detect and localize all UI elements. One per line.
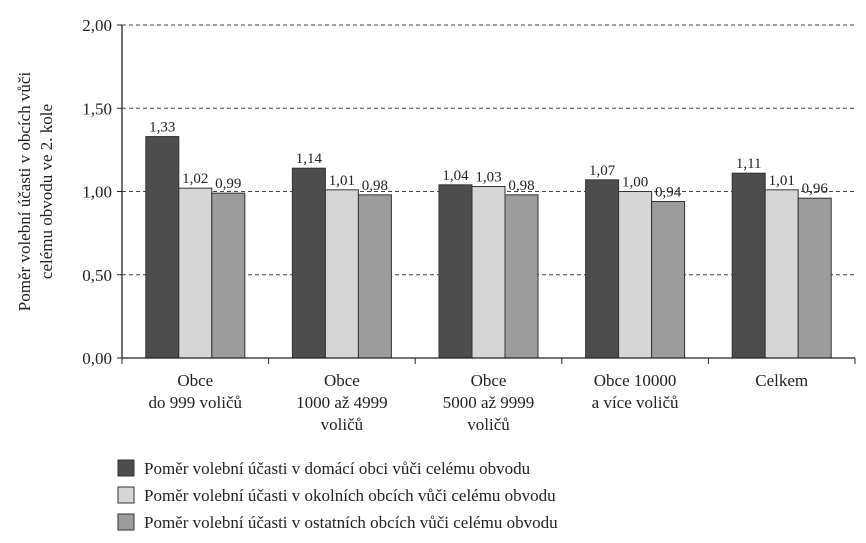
x-tick-label: do 999 voličů xyxy=(149,393,243,412)
data-label: 1,11 xyxy=(736,156,762,172)
y-tick-label: 1,00 xyxy=(82,183,112,202)
data-label: 1,07 xyxy=(589,163,616,179)
legend-swatch xyxy=(117,486,135,504)
y-tick-label: 1,50 xyxy=(82,99,112,118)
bar xyxy=(731,172,766,359)
data-label: 1,03 xyxy=(475,170,501,186)
y-axis-label-line: Poměr volební účasti v obcích vůči xyxy=(15,72,34,312)
legend-label: Poměr volební účasti v okolních obcích v… xyxy=(144,486,556,505)
bar xyxy=(145,136,180,359)
data-label: 0,96 xyxy=(802,181,829,197)
bar xyxy=(211,192,246,359)
data-label: 1,02 xyxy=(182,171,208,187)
x-tick-label: 5000 až 9999 xyxy=(443,393,535,412)
y-tick-label: 0,50 xyxy=(82,266,112,285)
data-label: 1,33 xyxy=(149,120,175,136)
legend-swatch xyxy=(117,513,135,531)
bar xyxy=(438,184,473,359)
x-tick-label: a více voličů xyxy=(592,393,679,412)
bar xyxy=(618,191,653,359)
x-tick-label: Obce 10000 xyxy=(594,371,677,390)
legend-label: Poměr volební účasti v domácí obci vůči … xyxy=(144,459,531,478)
data-label: 1,01 xyxy=(769,173,795,189)
data-label: 0,98 xyxy=(362,178,388,194)
x-tick-label: 1000 až 4999 xyxy=(296,393,388,412)
bar xyxy=(471,186,506,359)
x-tick-label: Obce xyxy=(177,371,213,390)
x-tick-label: voličů xyxy=(321,415,364,434)
bar xyxy=(291,167,326,359)
data-label: 1,00 xyxy=(622,175,648,191)
data-label: 1,14 xyxy=(296,151,323,167)
bar xyxy=(357,194,392,359)
y-axis-label: Poměr volební účasti v obcích vůči celému… xyxy=(15,72,56,312)
bar xyxy=(504,194,539,359)
y-tick-label: 2,00 xyxy=(82,16,112,35)
legend-label: Poměr volební účasti v ostatních obcích … xyxy=(144,513,558,532)
data-label: 1,01 xyxy=(329,173,355,189)
data-label: 0,98 xyxy=(508,178,534,194)
bar xyxy=(178,187,213,359)
data-label: 0,94 xyxy=(655,184,682,200)
legend-swatch xyxy=(117,459,135,477)
bar xyxy=(651,200,686,359)
x-tick-label: Obce xyxy=(471,371,507,390)
y-axis-label-line: celému obvodu ve 2. kole xyxy=(37,104,56,279)
x-tick-label: voličů xyxy=(467,415,510,434)
data-label: 0,99 xyxy=(215,176,241,192)
bar xyxy=(764,189,799,359)
y-tick-label: 0,00 xyxy=(82,349,112,368)
bar xyxy=(797,197,832,359)
bar xyxy=(585,179,620,359)
x-tick-label: Obce xyxy=(324,371,360,390)
x-tick-label: Celkem xyxy=(755,371,808,390)
data-label: 1,04 xyxy=(442,168,469,184)
bar xyxy=(324,189,359,359)
